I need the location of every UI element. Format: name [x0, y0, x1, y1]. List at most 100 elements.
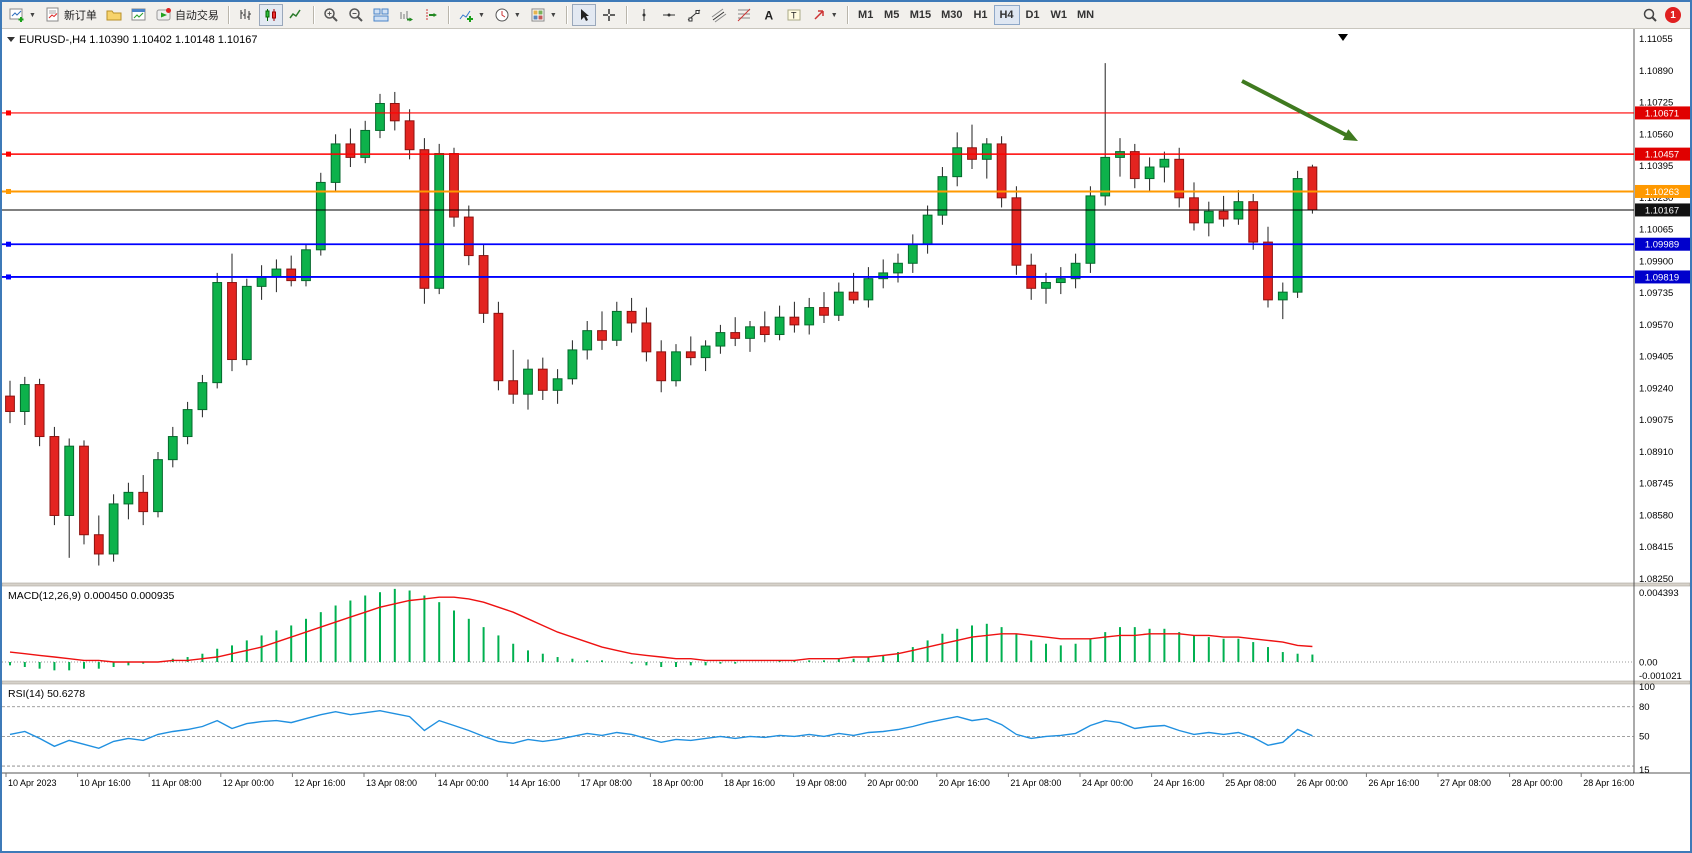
label-icon: T	[786, 7, 802, 23]
fibonacci-button[interactable]	[732, 4, 756, 26]
profiles-icon	[106, 7, 122, 23]
bar-chart-icon	[238, 7, 254, 23]
cursor-button[interactable]	[571, 4, 596, 26]
time-tick-label: 24 Apr 16:00	[1154, 778, 1205, 788]
time-tick-label: 27 Apr 08:00	[1440, 778, 1491, 788]
level-lines	[2, 110, 1634, 280]
toolbar-separator	[565, 6, 567, 24]
chevron-down-icon: ▼	[477, 11, 485, 19]
time-tick-label: 11 Apr 08:00	[151, 778, 201, 788]
line-handle[interactable]	[6, 241, 11, 247]
price-badge-label: 1.10457	[1645, 150, 1679, 161]
periods-button[interactable]: ▼	[490, 4, 525, 26]
horizontal-line-button[interactable]	[657, 4, 681, 26]
timeframe-button-w1[interactable]: W1	[1046, 5, 1073, 25]
time-tick-label: 26 Apr 00:00	[1297, 778, 1348, 788]
timeframe-button-m30[interactable]: M30	[936, 5, 967, 25]
timeframe-button-d1[interactable]: D1	[1020, 5, 1046, 25]
price-badge-label: 1.10167	[1645, 205, 1679, 216]
text-button[interactable]: A	[757, 4, 781, 26]
crosshair-button[interactable]	[597, 4, 621, 26]
notification-badge[interactable]: 1	[1665, 7, 1681, 23]
zoom-in-icon	[323, 7, 339, 23]
time-tick-label: 20 Apr 00:00	[867, 778, 918, 788]
tile-windows-button[interactable]	[369, 4, 393, 26]
rsi-axis-label: 100	[1639, 682, 1655, 693]
horizontal-line-icon	[661, 7, 677, 23]
line-chart-button[interactable]	[284, 4, 308, 26]
price-tick-label: 1.08415	[1639, 542, 1673, 553]
market-watch-button[interactable]	[127, 4, 151, 26]
line-handle[interactable]	[6, 188, 11, 194]
search-icon	[1642, 7, 1658, 23]
line-handle[interactable]	[6, 274, 11, 280]
price-badge	[1635, 184, 1690, 198]
indicators-icon	[458, 7, 474, 23]
time-tick-label: 25 Apr 08:00	[1225, 778, 1276, 788]
rsi-axis-label: 15	[1639, 765, 1650, 776]
zoom-in-button[interactable]	[319, 4, 343, 26]
cursor-icon	[576, 7, 592, 23]
chevron-down-icon: ▼	[549, 11, 557, 19]
arrows-button[interactable]: ▼	[807, 4, 842, 26]
zoom-out-button[interactable]	[344, 4, 368, 26]
trendline-button[interactable]	[682, 4, 706, 26]
timeframe-button-h4[interactable]: H4	[993, 5, 1020, 25]
timeframe-button-h1[interactable]: H1	[968, 5, 994, 25]
auto-trading-button[interactable]: 自动交易	[152, 4, 223, 26]
chart-shift-icon	[423, 7, 439, 23]
periods-icon	[494, 7, 510, 23]
chart-shift-button[interactable]	[419, 4, 443, 26]
timeframe-button-m15[interactable]: M15	[905, 5, 936, 25]
time-tick-label: 12 Apr 00:00	[223, 778, 274, 788]
timeframe-group: M1 M5 M15 M30 H1 H4 D1 W1 MN	[853, 5, 1099, 25]
chart-title: EURUSD-,H4 1.10390 1.10402 1.10148 1.101…	[19, 34, 258, 46]
price-badge	[1635, 237, 1690, 251]
market-watch-icon	[131, 7, 147, 23]
price-badge	[1635, 203, 1690, 217]
price-badge-label: 1.10671	[1645, 108, 1679, 119]
vertical-line-button[interactable]	[632, 4, 656, 26]
toolbar-separator	[227, 6, 229, 24]
line-handle[interactable]	[6, 151, 11, 157]
label-button[interactable]: T	[782, 4, 806, 26]
candlestick-button[interactable]	[258, 4, 283, 26]
time-axis[interactable]: 10 Apr 2023 10 Apr 16:00 11 Apr 08:00 12 Ap…	[5, 773, 1634, 788]
macd-signal-line	[9, 596, 1313, 663]
chart-canvas[interactable]: EURUSD-,H4 1.10390 1.10402 1.10148 1.101…	[2, 29, 1690, 851]
symbol-dropdown-icon[interactable]	[7, 37, 15, 42]
templates-button[interactable]: ▼	[526, 4, 561, 26]
time-tick-label: 24 Apr 00:00	[1082, 778, 1133, 788]
timeframe-button-m5[interactable]: M5	[879, 5, 905, 25]
profiles-button[interactable]	[102, 4, 126, 26]
macd-axis-label: 0.004393	[1639, 588, 1679, 599]
chart-shift-marker[interactable]	[1338, 34, 1348, 41]
trend-arrow[interactable]	[1241, 79, 1358, 141]
indicators-button[interactable]: ▼	[454, 4, 489, 26]
timeframe-button-mn[interactable]: MN	[1072, 5, 1099, 25]
price-tick-label: 1.08745	[1639, 479, 1673, 490]
macd-axis-label: -0.001021	[1639, 671, 1682, 682]
search-button[interactable]	[1638, 4, 1662, 26]
line-handle[interactable]	[6, 110, 11, 116]
bar-chart-button[interactable]	[234, 4, 258, 26]
chevron-down-icon: ▼	[830, 11, 838, 19]
timeframe-button-m1[interactable]: M1	[853, 5, 879, 25]
panel-splitter[interactable]	[2, 680, 1690, 685]
chevron-down-icon: ▼	[513, 11, 521, 19]
new-order-button[interactable]: 新订单	[41, 4, 101, 26]
templates-icon	[530, 7, 546, 23]
price-tick-label: 1.09735	[1639, 288, 1673, 299]
macd-histogram	[9, 588, 1314, 671]
new-chart-button[interactable]: ▼	[5, 4, 40, 26]
price-badge-label: 1.10263	[1645, 187, 1679, 198]
panel-splitter[interactable]	[2, 582, 1690, 587]
price-axis: 1.11055 1.10890 1.10725 1.10560 1.10395 1.102…	[1635, 34, 1690, 585]
channel-button[interactable]	[707, 4, 731, 26]
time-tick-label: 10 Apr 16:00	[80, 778, 131, 788]
new-order-label: 新订单	[63, 10, 97, 22]
tile-windows-icon	[373, 7, 389, 23]
trendline-icon	[686, 7, 702, 23]
auto-scroll-button[interactable]	[394, 4, 418, 26]
toolbar: ▼ 新订单 自动交易	[2, 2, 1690, 29]
